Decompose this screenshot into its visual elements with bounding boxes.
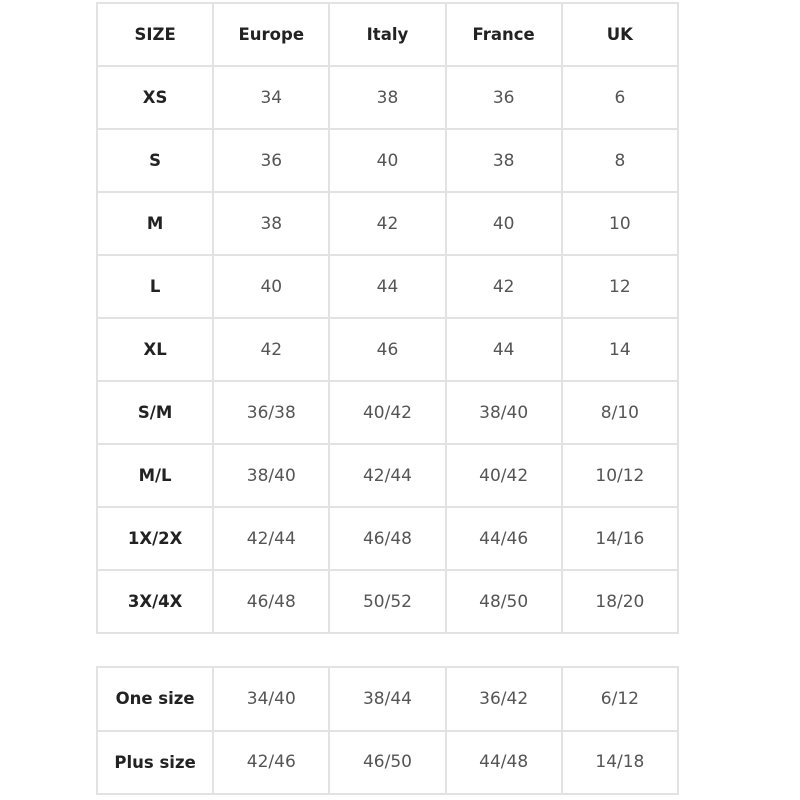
size-label-cell: Plus size [95, 729, 215, 795]
size-value-cell: 8 [560, 128, 680, 193]
size-value-cell: 46/48 [328, 506, 447, 571]
column-header: France [444, 2, 563, 67]
size-value-cell: 18/20 [560, 569, 680, 634]
size-value-cell: 42/44 [328, 443, 447, 508]
table-row: S/M 36/38 40/42 38/40 8/10 [95, 380, 680, 445]
table-row: L 40 44 42 12 [95, 254, 680, 319]
column-header: SIZE [95, 2, 215, 67]
size-value-cell: 46 [328, 317, 447, 382]
size-value-cell: 34 [212, 65, 331, 130]
size-value-cell: 50/52 [328, 569, 447, 634]
size-value-cell: 38/44 [328, 666, 447, 732]
table-row: 1X/2X 42/44 46/48 44/46 14/16 [95, 506, 680, 571]
size-label-cell: One size [95, 666, 215, 732]
size-label-cell: S [95, 128, 215, 193]
size-label-cell: XL [95, 317, 215, 382]
size-value-cell: 10 [560, 191, 680, 256]
size-value-cell: 40 [212, 254, 331, 319]
table-row: XS 34 38 36 6 [95, 65, 680, 130]
size-label-cell: L [95, 254, 215, 319]
size-value-cell: 38 [328, 65, 447, 130]
size-value-cell: 48/50 [444, 569, 563, 634]
size-value-cell: 10/12 [560, 443, 680, 508]
size-value-cell: 14/16 [560, 506, 680, 571]
size-value-cell: 42 [444, 254, 563, 319]
size-value-cell: 6 [560, 65, 680, 130]
column-header: Europe [212, 2, 331, 67]
column-header: UK [560, 2, 680, 67]
size-value-cell: 38/40 [444, 380, 563, 445]
size-value-cell: 40/42 [328, 380, 447, 445]
size-value-cell: 44/48 [444, 729, 563, 795]
size-value-cell: 40 [328, 128, 447, 193]
size-label-cell: M/L [95, 443, 215, 508]
special-sizes-table: One size 34/40 38/44 36/42 6/12 Plus size 42/4… [95, 666, 680, 795]
size-value-cell: 36 [444, 65, 563, 130]
size-label-cell: M [95, 191, 215, 256]
size-label-cell: 3X/4X [95, 569, 215, 634]
size-chart-table: SIZE Europe Italy France UK XS 34 38 36 6 S 36 40 38 8… [95, 2, 680, 634]
size-value-cell: 44 [444, 317, 563, 382]
table-row: XL 42 46 44 14 [95, 317, 680, 382]
size-value-cell: 44/46 [444, 506, 563, 571]
table-row: S 36 40 38 8 [95, 128, 680, 193]
header-row: SIZE Europe Italy France UK [95, 2, 680, 67]
size-value-cell: 42 [212, 317, 331, 382]
size-label-cell: S/M [95, 380, 215, 445]
column-header: Italy [328, 2, 447, 67]
size-label-cell: XS [95, 65, 215, 130]
size-value-cell: 14/18 [560, 729, 680, 795]
size-value-cell: 34/40 [212, 666, 331, 732]
size-value-cell: 42/44 [212, 506, 331, 571]
size-value-cell: 12 [560, 254, 680, 319]
table-row: One size 34/40 38/44 36/42 6/12 [95, 666, 680, 732]
size-value-cell: 46/48 [212, 569, 331, 634]
size-value-cell: 14 [560, 317, 680, 382]
size-value-cell: 38 [444, 128, 563, 193]
size-value-cell: 38/40 [212, 443, 331, 508]
table-row: M 38 42 40 10 [95, 191, 680, 256]
size-value-cell: 42 [328, 191, 447, 256]
size-value-cell: 42/46 [212, 729, 331, 795]
size-value-cell: 38 [212, 191, 331, 256]
size-value-cell: 36/38 [212, 380, 331, 445]
size-value-cell: 40 [444, 191, 563, 256]
size-value-cell: 8/10 [560, 380, 680, 445]
size-label-cell: 1X/2X [95, 506, 215, 571]
table-row: 3X/4X 46/48 50/52 48/50 18/20 [95, 569, 680, 634]
size-value-cell: 44 [328, 254, 447, 319]
table-row: Plus size 42/46 46/50 44/48 14/18 [95, 729, 680, 795]
size-value-cell: 40/42 [444, 443, 563, 508]
size-value-cell: 6/12 [560, 666, 680, 732]
table-row: M/L 38/40 42/44 40/42 10/12 [95, 443, 680, 508]
size-value-cell: 36 [212, 128, 331, 193]
size-value-cell: 36/42 [444, 666, 563, 732]
size-value-cell: 46/50 [328, 729, 447, 795]
